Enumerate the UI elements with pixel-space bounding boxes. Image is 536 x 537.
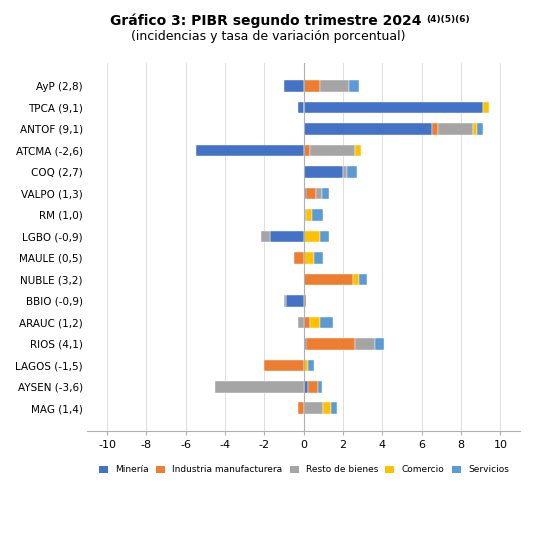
Bar <box>319 230 330 242</box>
Bar <box>298 403 304 415</box>
Bar <box>318 381 322 393</box>
Bar <box>308 359 314 371</box>
Bar <box>355 144 361 156</box>
Bar <box>349 80 359 92</box>
Bar <box>324 403 331 415</box>
Bar <box>294 252 304 264</box>
Text: Gráfico 3: PIBR segundo trimestre 2024: Gráfico 3: PIBR segundo trimestre 2024 <box>110 13 426 28</box>
Bar <box>306 338 355 350</box>
Bar <box>304 381 308 393</box>
Bar <box>308 381 318 393</box>
Bar <box>260 230 270 242</box>
Bar <box>431 123 437 135</box>
Bar <box>310 316 319 328</box>
Bar <box>304 101 483 113</box>
Text: (incidencias y tasa de variación porcentual): (incidencias y tasa de variación porcent… <box>131 30 405 42</box>
Bar <box>304 230 319 242</box>
Bar <box>304 338 306 350</box>
Bar <box>316 187 322 199</box>
Bar <box>264 359 304 371</box>
Bar <box>306 187 316 199</box>
Bar <box>304 101 310 113</box>
Bar <box>304 144 310 156</box>
Bar <box>298 316 304 328</box>
Bar <box>304 252 314 264</box>
Legend: Minería, Industria manufacturera, Resto de bienes, Comercio, Servicios: Minería, Industria manufacturera, Resto … <box>95 462 512 478</box>
Bar <box>319 80 349 92</box>
Bar <box>304 209 306 221</box>
Bar <box>319 316 333 328</box>
Bar <box>483 101 489 113</box>
Bar <box>304 80 319 92</box>
Bar <box>359 273 367 285</box>
Bar <box>304 359 308 371</box>
Bar <box>304 316 310 328</box>
Bar <box>284 295 286 307</box>
Bar <box>284 80 304 92</box>
Bar <box>322 187 330 199</box>
Text: (4)(5)(6): (4)(5)(6) <box>426 15 470 24</box>
Bar <box>353 273 359 285</box>
Bar <box>311 209 324 221</box>
Bar <box>437 123 473 135</box>
Bar <box>304 123 431 135</box>
Bar <box>196 144 304 156</box>
Bar <box>331 403 337 415</box>
Bar <box>306 209 311 221</box>
Bar <box>304 273 353 285</box>
Bar <box>477 123 483 135</box>
Bar <box>304 403 324 415</box>
Bar <box>270 230 304 242</box>
Bar <box>304 187 306 199</box>
Bar <box>375 338 384 350</box>
Bar <box>304 166 343 178</box>
Bar <box>473 123 477 135</box>
Bar <box>286 295 304 307</box>
Bar <box>298 101 304 113</box>
Bar <box>355 338 375 350</box>
Bar <box>215 381 304 393</box>
Bar <box>347 166 357 178</box>
Bar <box>343 166 347 178</box>
Bar <box>304 295 306 307</box>
Bar <box>310 144 355 156</box>
Bar <box>314 252 324 264</box>
